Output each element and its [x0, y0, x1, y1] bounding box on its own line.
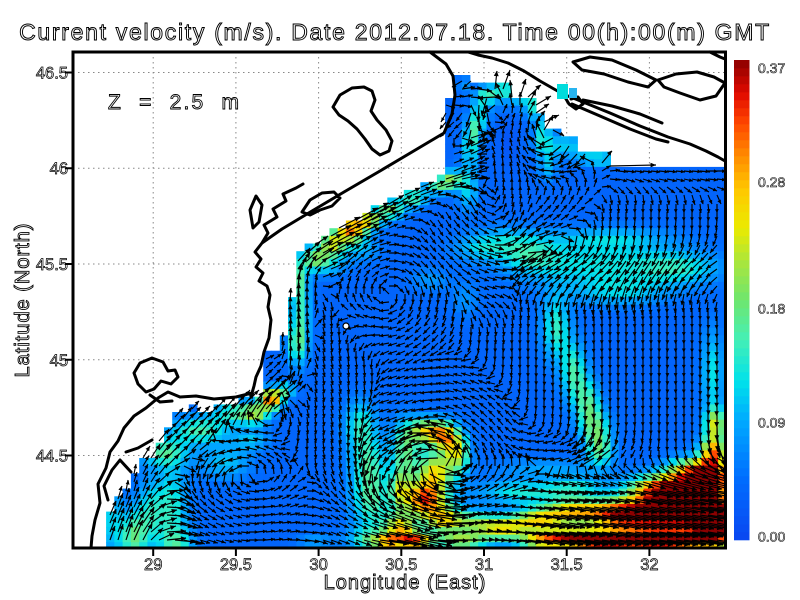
svg-text:29.5: 29.5 — [220, 556, 252, 574]
svg-text:Z = 2.5 m: Z = 2.5 m — [108, 91, 241, 114]
svg-text:32: 32 — [640, 556, 658, 574]
svg-text:0.18: 0.18 — [758, 301, 785, 317]
svg-text:0.09: 0.09 — [758, 415, 785, 431]
svg-text:46.5: 46.5 — [36, 65, 68, 83]
svg-text:30: 30 — [309, 556, 327, 574]
svg-text:31.5: 31.5 — [551, 556, 583, 574]
svg-text:Current velocity (m/s). Date 2: Current velocity (m/s). Date 2012.07.18.… — [19, 19, 771, 45]
svg-text:0.37: 0.37 — [758, 60, 785, 76]
svg-text:0.00: 0.00 — [758, 529, 785, 545]
svg-text:0.28: 0.28 — [758, 174, 785, 190]
svg-text:45: 45 — [50, 352, 68, 370]
svg-text:30.5: 30.5 — [385, 556, 417, 574]
svg-text:46: 46 — [50, 160, 68, 178]
svg-text:Latitude (North): Latitude (North) — [12, 223, 34, 378]
svg-text:Longitude (East): Longitude (East) — [324, 572, 487, 594]
svg-text:29: 29 — [144, 556, 162, 574]
svg-text:44.5: 44.5 — [36, 448, 68, 466]
svg-text:45.5: 45.5 — [36, 256, 68, 274]
svg-text:31: 31 — [475, 556, 493, 574]
